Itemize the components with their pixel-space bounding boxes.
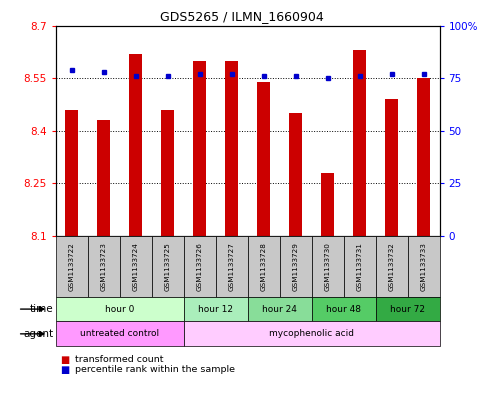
Bar bbox=[97, 120, 110, 236]
Text: GSM1133732: GSM1133732 bbox=[388, 242, 395, 291]
Text: hour 72: hour 72 bbox=[390, 305, 425, 314]
Bar bbox=[385, 99, 398, 236]
Text: hour 48: hour 48 bbox=[326, 305, 361, 314]
Text: GSM1133728: GSM1133728 bbox=[260, 242, 267, 291]
Text: hour 12: hour 12 bbox=[198, 305, 233, 314]
Bar bbox=[225, 61, 238, 236]
Bar bbox=[353, 50, 366, 236]
Text: GSM1133727: GSM1133727 bbox=[228, 242, 235, 291]
Text: hour 0: hour 0 bbox=[105, 305, 134, 314]
Text: mycophenolic acid: mycophenolic acid bbox=[269, 329, 354, 338]
Text: GDS5265 / ILMN_1660904: GDS5265 / ILMN_1660904 bbox=[159, 10, 324, 23]
Text: GSM1133724: GSM1133724 bbox=[132, 242, 139, 291]
Text: GSM1133726: GSM1133726 bbox=[197, 242, 202, 291]
Text: percentile rank within the sample: percentile rank within the sample bbox=[75, 365, 235, 374]
Text: GSM1133729: GSM1133729 bbox=[293, 242, 298, 291]
Bar bbox=[65, 110, 78, 236]
Bar bbox=[161, 110, 174, 236]
Text: GSM1133723: GSM1133723 bbox=[100, 242, 107, 291]
Text: GSM1133725: GSM1133725 bbox=[165, 242, 170, 291]
Bar bbox=[193, 61, 206, 236]
Text: agent: agent bbox=[23, 329, 53, 339]
Bar bbox=[321, 173, 334, 236]
Text: hour 24: hour 24 bbox=[262, 305, 297, 314]
Text: transformed count: transformed count bbox=[75, 356, 163, 364]
Bar bbox=[129, 53, 142, 236]
Bar bbox=[289, 113, 302, 236]
Text: untreated control: untreated control bbox=[80, 329, 159, 338]
Text: GSM1133733: GSM1133733 bbox=[421, 242, 426, 291]
Bar bbox=[417, 78, 430, 236]
Text: GSM1133730: GSM1133730 bbox=[325, 242, 330, 291]
Text: GSM1133722: GSM1133722 bbox=[69, 242, 74, 291]
Bar bbox=[257, 82, 270, 236]
Text: time: time bbox=[29, 304, 53, 314]
Text: ■: ■ bbox=[60, 355, 70, 365]
Text: ■: ■ bbox=[60, 365, 70, 375]
Text: GSM1133731: GSM1133731 bbox=[356, 242, 363, 291]
